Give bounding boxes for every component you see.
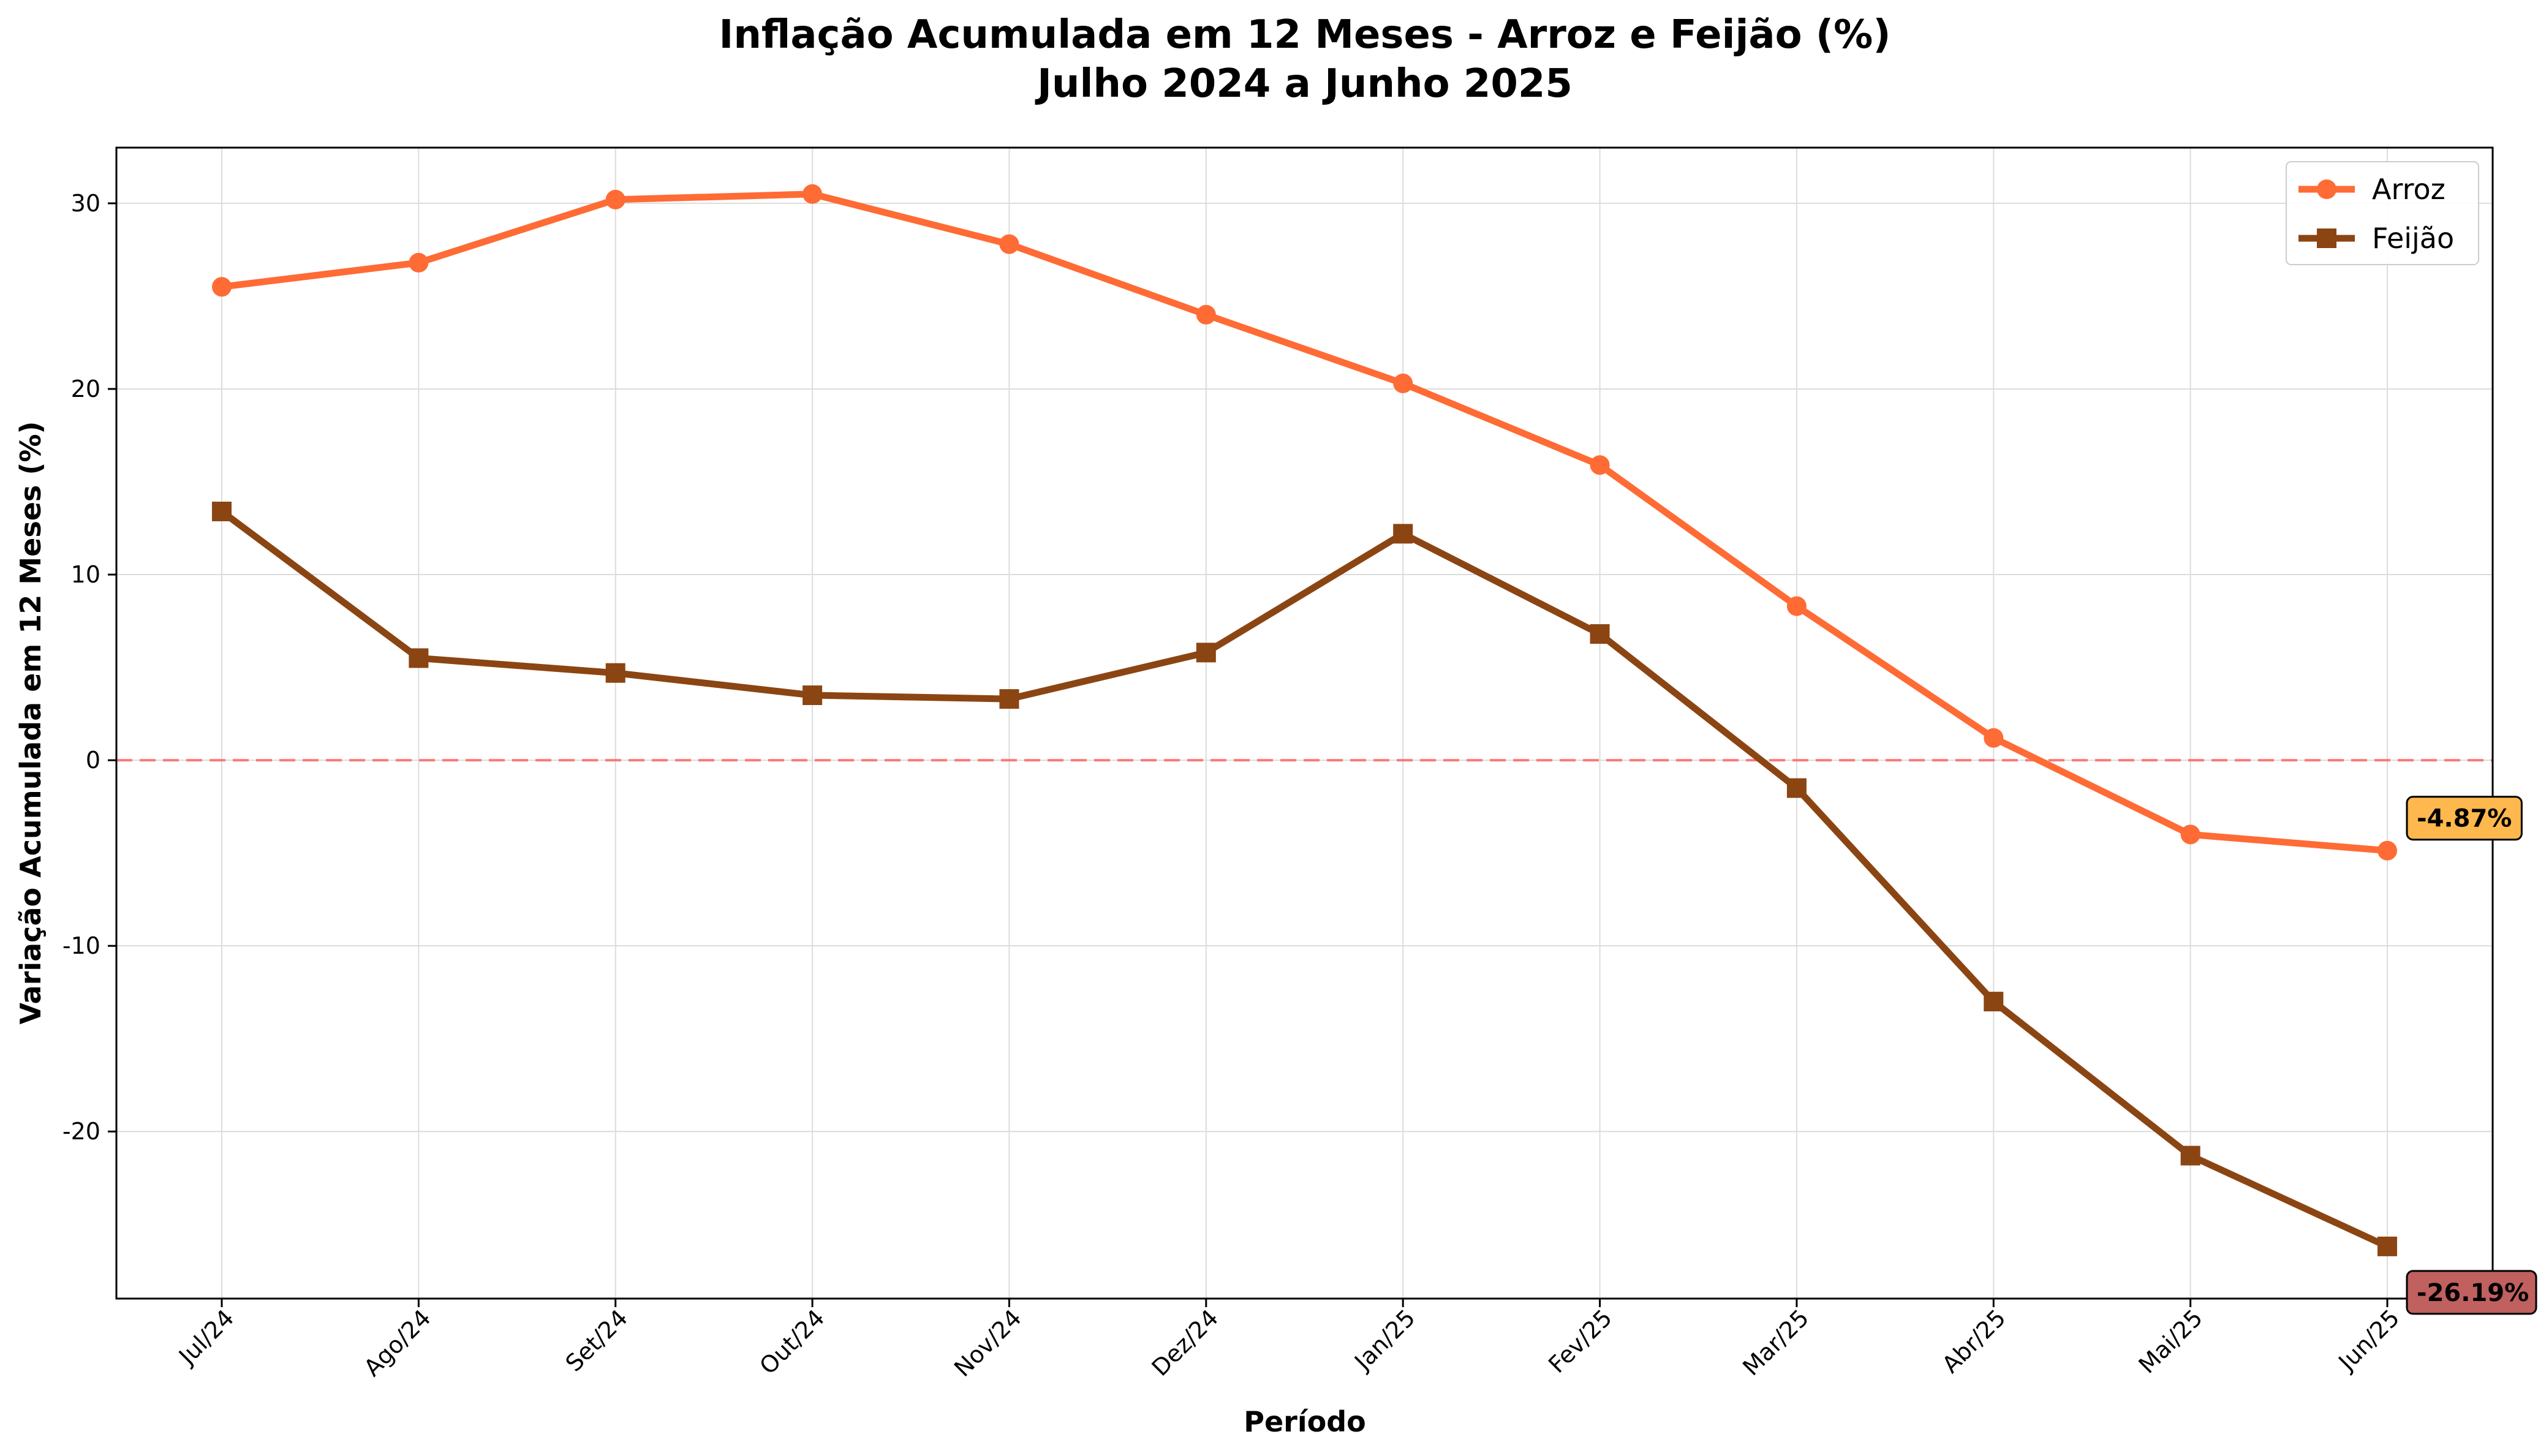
series-arroz [212, 184, 2397, 861]
data-point [999, 234, 1019, 254]
data-point [2180, 1145, 2200, 1166]
data-point [1196, 304, 1216, 325]
data-point [212, 277, 232, 297]
data-point [409, 252, 429, 273]
data-point [1786, 778, 1807, 798]
y-tick-label: -10 [62, 932, 100, 959]
data-point [803, 184, 823, 204]
data-point [1984, 992, 2004, 1012]
series-line [218, 508, 2391, 1250]
grid [116, 148, 2493, 1299]
y-tick-label: 30 [71, 190, 100, 217]
data-point [2377, 840, 2397, 861]
plot-area-frame [115, 146, 2494, 1300]
data-point [1786, 596, 1807, 616]
data-point [1393, 373, 1413, 393]
y-tick-label: -20 [62, 1118, 100, 1145]
data-point [2377, 1236, 2397, 1256]
series-feijao [212, 502, 2397, 1256]
y-tick-label: 20 [71, 375, 100, 402]
y-axis-label: Variação Acumulada em 12 Meses (%) [14, 421, 47, 1025]
y-axis-ticks: -20 -10 0 10 20 30 [62, 190, 116, 1145]
annotation-label: -4.87% [2417, 805, 2512, 833]
annotation-label: -26.19% [2417, 1279, 2529, 1307]
legend-label: Feijão [2372, 222, 2454, 255]
chart-subtitle: Julho 2024 a Junho 2025 [1035, 61, 1573, 107]
data-point [212, 502, 232, 522]
y-tick-label: 0 [86, 747, 100, 774]
data-point [1196, 643, 1216, 663]
series-group [212, 184, 2397, 1256]
annotation-box [2406, 1270, 2537, 1315]
data-point [1393, 524, 1413, 544]
data-point [409, 648, 429, 668]
data-point [1590, 455, 1610, 475]
legend-marker [2317, 228, 2336, 248]
annotations: -4.87% -26.19% [2406, 796, 2537, 1315]
data-point [999, 689, 1019, 709]
y-tick-label: 10 [71, 561, 100, 588]
data-point [803, 685, 823, 706]
data-point [1590, 624, 1610, 644]
x-axis-label: Período [1244, 1405, 1366, 1438]
legend: Arroz Feijão [2286, 161, 2479, 265]
data-point [2180, 824, 2200, 845]
legend-marker [2317, 179, 2336, 199]
legend-label: Arroz [2372, 173, 2445, 206]
data-point [605, 663, 625, 683]
series-line [218, 190, 2391, 854]
data-point [1984, 728, 2004, 748]
annotation-arroz: -4.87% [2406, 796, 2523, 841]
data-point [605, 189, 625, 209]
annotation-feijao: -26.19% [2406, 1270, 2537, 1315]
chart-title: Inflação Acumulada em 12 Meses - Arroz e… [719, 12, 1891, 58]
annotation-box [2406, 796, 2523, 841]
